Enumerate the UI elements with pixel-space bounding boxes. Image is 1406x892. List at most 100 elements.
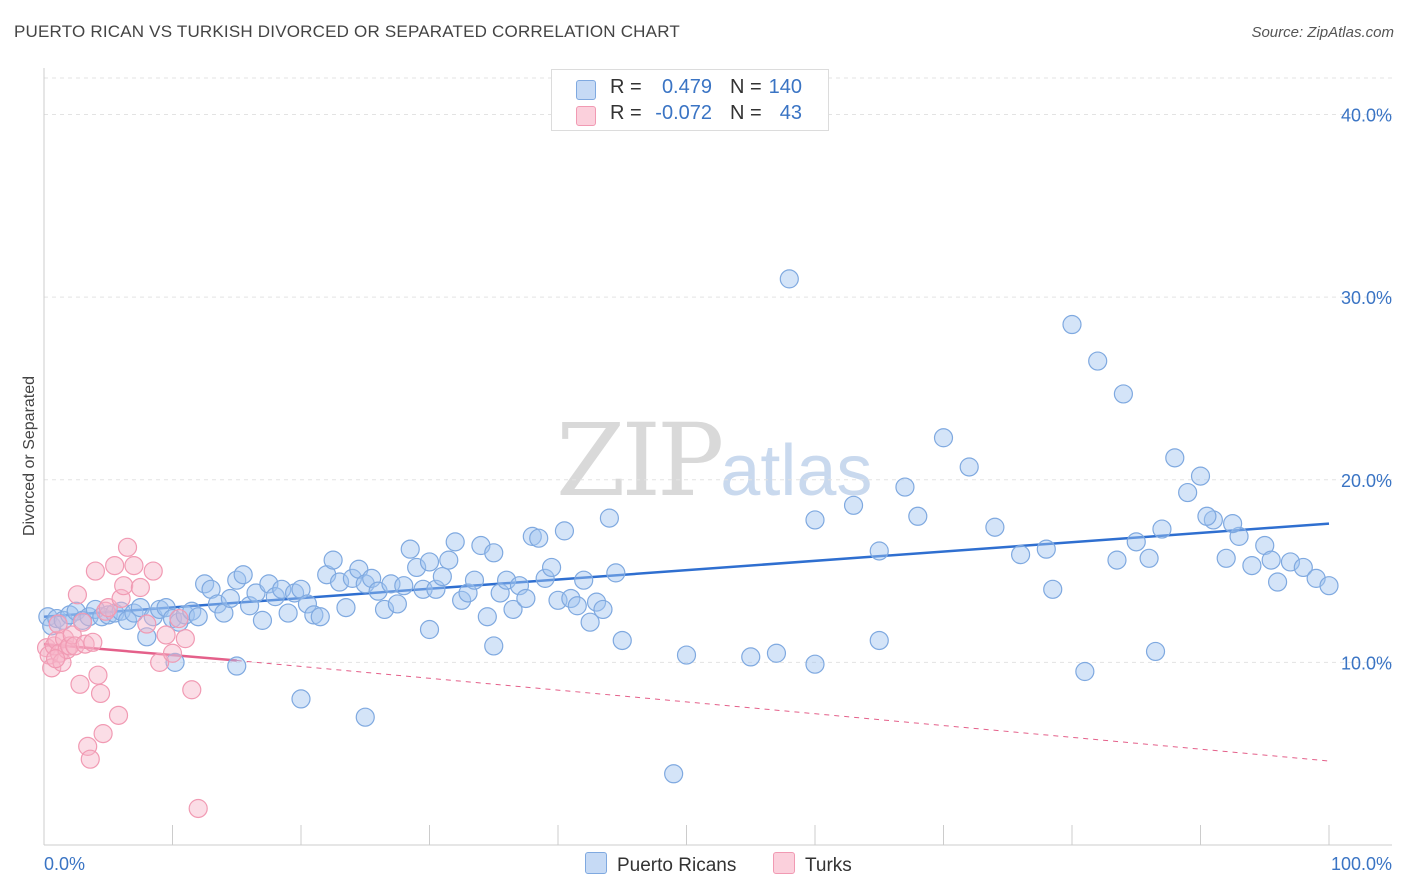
y-tick-label: 40.0% bbox=[1341, 106, 1392, 126]
point-turks bbox=[96, 601, 116, 621]
point-turks bbox=[117, 537, 138, 557]
point-puerto-ricans bbox=[1267, 572, 1288, 592]
point-puerto-ricans bbox=[310, 607, 330, 627]
point-puerto-ricans bbox=[1223, 513, 1243, 534]
point-puerto-ricans bbox=[252, 610, 273, 630]
point-puerto-ricans bbox=[1043, 579, 1063, 599]
point-turks bbox=[75, 634, 95, 654]
point-puerto-ricans bbox=[1197, 506, 1217, 526]
point-puerto-ricans bbox=[272, 579, 292, 599]
point-puerto-ricans bbox=[162, 608, 183, 629]
point-puerto-ricans bbox=[933, 428, 954, 448]
point-turks bbox=[85, 561, 106, 581]
legend-r-label: R = bbox=[610, 76, 642, 98]
y-tick-label: 30.0% bbox=[1341, 288, 1392, 308]
point-puerto-ricans bbox=[895, 477, 915, 497]
point-puerto-ricans bbox=[278, 603, 298, 623]
point-puerto-ricans bbox=[593, 599, 613, 620]
point-turks bbox=[162, 643, 183, 663]
point-puerto-ricans bbox=[1216, 548, 1236, 568]
point-puerto-ricans bbox=[432, 566, 452, 587]
chart-title: PUERTO RICAN VS TURKISH DIVORCED OR SEPA… bbox=[14, 22, 680, 41]
point-turks bbox=[108, 705, 129, 725]
point-turks bbox=[182, 680, 202, 700]
point-puerto-ricans bbox=[554, 521, 575, 541]
point-puerto-ricans bbox=[336, 597, 356, 618]
point-puerto-ricans bbox=[419, 619, 440, 640]
point-puerto-ricans bbox=[291, 689, 311, 709]
y-tick-label: 10.0% bbox=[1341, 653, 1392, 673]
legend-row-turks: R = -0.072 N = 43 bbox=[552, 102, 828, 128]
point-turks bbox=[48, 614, 68, 634]
point-puerto-ricans bbox=[329, 572, 350, 592]
source-label: Source: ZipAtlas.com bbox=[1251, 24, 1394, 41]
legend-swatch-turks bbox=[576, 106, 596, 126]
point-puerto-ricans bbox=[452, 590, 472, 610]
point-turks bbox=[70, 674, 90, 694]
legend-swatch-puerto-ricans bbox=[576, 80, 596, 100]
point-puerto-ricans bbox=[574, 570, 594, 590]
series-label-puerto-ricans: Puerto Ricans bbox=[617, 855, 737, 876]
point-turks bbox=[105, 555, 125, 576]
series-legend-puerto-ricans: Puerto Ricans bbox=[585, 852, 736, 877]
point-puerto-ricans bbox=[1107, 550, 1127, 570]
point-puerto-ricans bbox=[580, 612, 600, 632]
point-puerto-ricans bbox=[1010, 545, 1031, 565]
point-turks bbox=[52, 652, 72, 672]
point-puerto-ricans bbox=[265, 587, 285, 607]
point-puerto-ricans bbox=[1036, 539, 1056, 559]
point-puerto-ricans bbox=[522, 526, 542, 546]
point-puerto-ricans bbox=[606, 563, 626, 583]
point-puerto-ricans bbox=[805, 510, 825, 530]
trend-lines bbox=[43, 522, 1330, 762]
watermark: ZIPatlas bbox=[556, 402, 872, 519]
point-turks bbox=[45, 649, 66, 669]
point-turks bbox=[80, 749, 100, 769]
point-puerto-ricans bbox=[779, 269, 799, 289]
point-puerto-ricans bbox=[1293, 557, 1313, 578]
point-puerto-ricans bbox=[323, 550, 343, 570]
point-puerto-ricans bbox=[484, 636, 504, 656]
point-turks bbox=[137, 614, 157, 634]
point-puerto-ricans bbox=[233, 565, 253, 585]
axes bbox=[43, 68, 1392, 846]
point-puerto-ricans bbox=[1139, 548, 1159, 568]
point-puerto-ricans bbox=[400, 539, 420, 559]
point-puerto-ricans bbox=[117, 610, 138, 630]
legend-n-value: 140 bbox=[768, 76, 802, 98]
point-puerto-ricans bbox=[1190, 466, 1211, 486]
point-puerto-ricans bbox=[445, 532, 465, 552]
point-puerto-ricans bbox=[227, 656, 247, 676]
point-puerto-ricans bbox=[503, 599, 523, 620]
point-puerto-ricans bbox=[959, 457, 979, 477]
point-puerto-ricans bbox=[567, 596, 587, 616]
x-tick-label: 0.0% bbox=[44, 854, 85, 874]
point-puerto-ricans bbox=[98, 605, 118, 625]
point-puerto-ricans bbox=[869, 541, 889, 561]
point-puerto-ricans bbox=[419, 552, 440, 572]
point-puerto-ricans bbox=[1062, 314, 1082, 335]
point-puerto-ricans bbox=[529, 528, 549, 548]
point-puerto-ricans bbox=[297, 594, 318, 614]
point-puerto-ricans bbox=[156, 597, 176, 618]
point-turks bbox=[124, 555, 144, 576]
point-turks bbox=[175, 629, 195, 649]
point-puerto-ricans bbox=[1152, 519, 1172, 539]
point-puerto-ricans bbox=[394, 576, 414, 596]
point-puerto-ricans bbox=[284, 583, 305, 603]
legend-row-puerto-ricans: R = 0.479 N = 140 bbox=[552, 76, 828, 102]
point-puerto-ricans bbox=[599, 508, 620, 528]
point-puerto-ricans bbox=[1145, 641, 1166, 662]
point-puerto-ricans bbox=[464, 570, 485, 590]
legend-n-value: 43 bbox=[779, 102, 802, 124]
point-puerto-ricans bbox=[1113, 384, 1134, 404]
point-puerto-ricans bbox=[869, 630, 889, 651]
data-points bbox=[36, 269, 1339, 819]
point-puerto-ricans bbox=[766, 643, 787, 663]
point-turks bbox=[93, 724, 113, 744]
point-puerto-ricans bbox=[843, 495, 864, 515]
point-puerto-ricans bbox=[477, 607, 497, 627]
point-turks bbox=[130, 577, 150, 598]
point-puerto-ricans bbox=[220, 588, 240, 609]
legend-n-label: N = bbox=[730, 76, 762, 98]
